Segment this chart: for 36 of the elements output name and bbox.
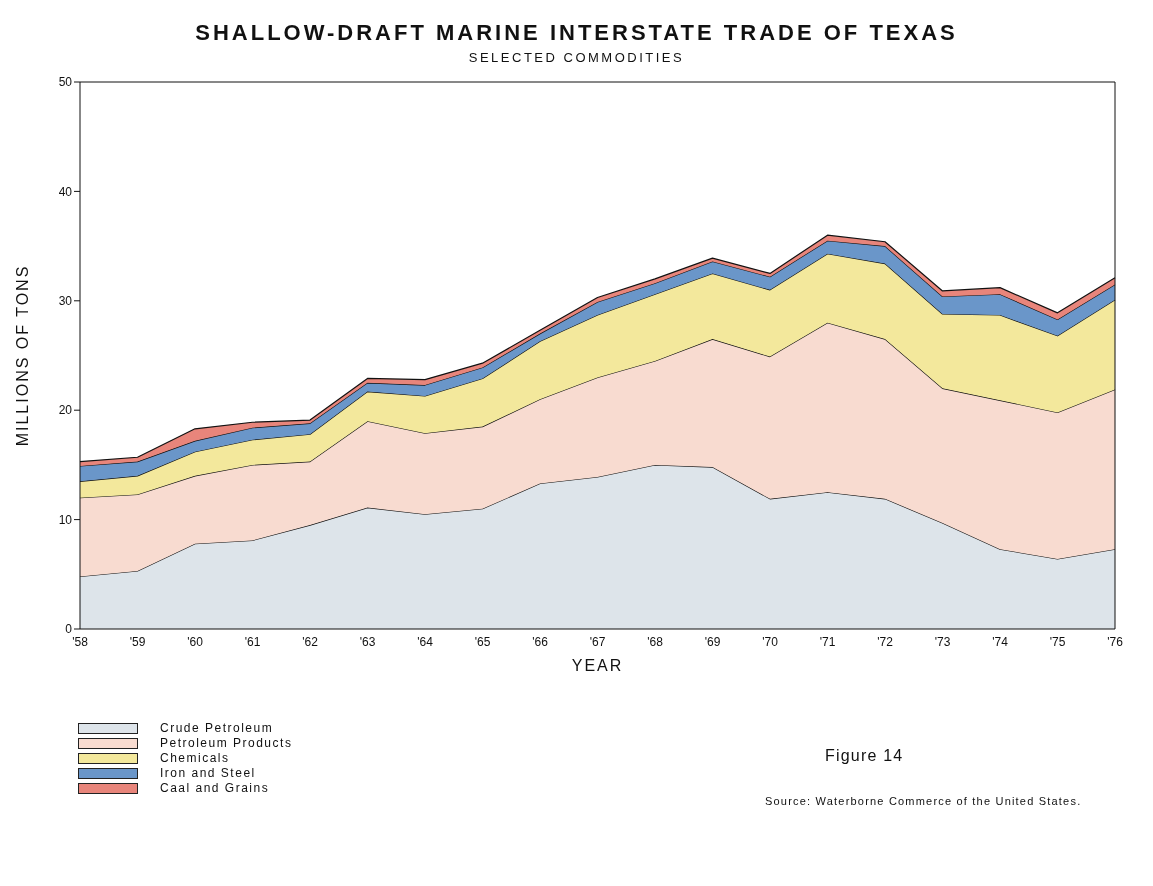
legend-label: Iron and Steel [160, 766, 256, 780]
legend-label: Crude Petroleum [160, 721, 274, 735]
x-tick-label: '61 [244, 634, 261, 649]
x-tick-label: '69 [704, 634, 721, 649]
x-tick-label: '64 [417, 634, 434, 649]
x-tick-label: '60 [187, 634, 204, 649]
caption: Figure 14 [824, 747, 905, 765]
x-tick-label: '71 [819, 634, 836, 649]
y-tick-label: 40 [58, 184, 73, 199]
legend-label: Chemicals [160, 751, 230, 765]
source-note: Source: Waterborne Commerce of the United States. [765, 795, 1083, 807]
x-axis-title: YEAR [571, 657, 624, 674]
y-tick-label: 30 [58, 294, 73, 309]
y-axis-title: MILLIONS OF TONS [13, 264, 31, 447]
legend-label: Caal and Grains [160, 781, 270, 795]
x-tick-label: '74 [992, 634, 1009, 649]
y-tick-label: 20 [58, 403, 73, 418]
x-tick-label: '62 [302, 634, 319, 649]
x-tick-label: '63 [359, 634, 376, 649]
y-tick-label: 0 [65, 622, 73, 637]
x-tick-label: '70 [762, 634, 779, 649]
x-tick-label: '73 [934, 634, 951, 649]
x-tick-label: '75 [1049, 634, 1066, 649]
x-tick-label: '65 [474, 634, 491, 649]
x-tick-label: '58 [72, 634, 89, 649]
x-tick-label: '76 [1107, 634, 1124, 649]
x-tick-label: '59 [129, 634, 146, 649]
x-tick-label: '68 [647, 634, 664, 649]
y-tick-label: 10 [58, 512, 73, 527]
legend-label: Petroleum Products [160, 736, 293, 750]
chart-subtitle: SELECTED COMMODITIES [467, 50, 686, 65]
chart-title: SHALLOW-DRAFT MARINE INTERSTATE TRADE OF TEXAS [194, 19, 959, 46]
x-tick-label: '67 [589, 634, 606, 649]
x-tick-label: '66 [532, 634, 549, 649]
y-tick-label: 50 [58, 75, 73, 90]
x-tick-label: '72 [877, 634, 894, 649]
